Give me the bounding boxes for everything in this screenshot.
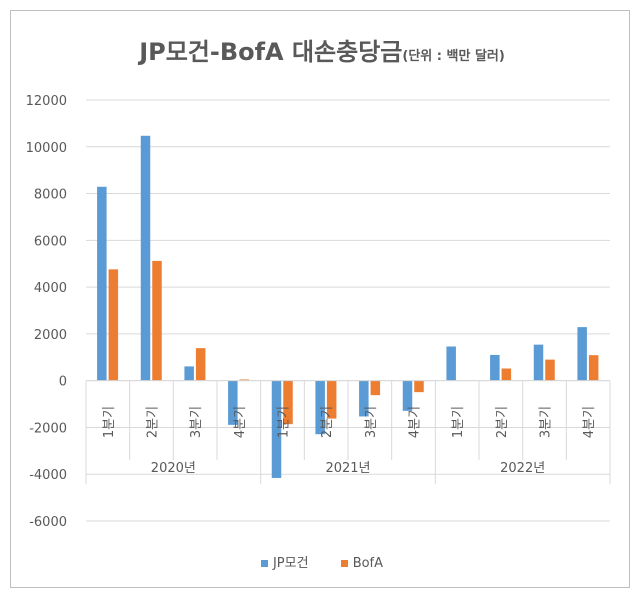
bar-jpmorgan xyxy=(577,327,587,381)
x-tick-label: 1분기 xyxy=(102,406,117,438)
x-tick-label: 2분기 xyxy=(495,406,510,438)
chart-title-main: JP모건-BofA 대손충당금 xyxy=(139,38,403,66)
bar-bofa xyxy=(370,380,381,396)
bar-bofa xyxy=(108,269,119,381)
y-tick-label: 12000 xyxy=(26,94,67,109)
y-tick-label: 8000 xyxy=(34,188,67,203)
bar-jpmorgan xyxy=(490,354,500,381)
bar-bofa xyxy=(545,359,555,381)
chart-title: JP모건-BofA 대손충당금(단위 : 백만 달러) xyxy=(0,32,644,67)
y-tick-label: -2000 xyxy=(29,421,67,436)
legend-swatch-bofa xyxy=(340,560,348,567)
bar-bofa xyxy=(283,380,293,425)
x-tick-label: 3분기 xyxy=(364,406,379,438)
bar-bofa xyxy=(326,380,337,419)
legend: JP모건 BofA xyxy=(0,552,644,571)
y-tick-label: 10000 xyxy=(26,141,67,156)
x-tick-label: 2분기 xyxy=(146,406,161,438)
y-tick-label: 6000 xyxy=(34,234,67,249)
x-tick-label: 4분기 xyxy=(233,406,248,438)
bar-bofa xyxy=(501,368,512,381)
y-tick-label: 0 xyxy=(59,375,67,390)
legend-label-jpmorgan: JP모건 xyxy=(272,556,309,571)
y-tick-label: -4000 xyxy=(29,468,67,483)
x-tick-label: 1분기 xyxy=(451,406,466,438)
bar-bofa xyxy=(195,348,206,381)
y-tick-label: -6000 xyxy=(29,515,67,530)
bar-bofa xyxy=(239,379,250,381)
bar-jpmorgan xyxy=(140,135,151,381)
bar-jpmorgan xyxy=(446,346,456,381)
year-group-label: 2021년 xyxy=(325,461,370,476)
bar-jpmorgan xyxy=(533,344,544,381)
x-tick-label: 4분기 xyxy=(408,406,423,438)
legend-item-jpmorgan: JP모건 xyxy=(260,552,309,571)
x-tick-label: 4분기 xyxy=(582,406,597,438)
y-tick-label: 2000 xyxy=(34,328,67,343)
chart-title-unit: (단위 : 백만 달러) xyxy=(402,49,505,64)
x-tick-label: 3분기 xyxy=(539,406,554,438)
bar-bofa xyxy=(414,380,424,393)
x-tick-label: 3분기 xyxy=(189,406,204,438)
bar-jpmorgan xyxy=(184,366,194,381)
bar-jpmorgan xyxy=(97,186,107,381)
legend-swatch-jpmorgan xyxy=(260,560,268,567)
bar-bofa xyxy=(152,260,162,381)
year-group-label: 2020년 xyxy=(151,461,196,476)
bar-jpmorgan xyxy=(402,380,413,411)
bar-jpmorgan xyxy=(228,380,238,425)
bar-jpmorgan xyxy=(315,380,325,435)
bar-bofa xyxy=(588,355,599,381)
legend-item-bofa: BofA xyxy=(340,556,384,571)
bar-jpmorgan xyxy=(359,380,369,417)
x-tick-label: 1분기 xyxy=(277,406,292,438)
legend-label-bofa: BofA xyxy=(352,556,384,571)
year-group-label: 2022년 xyxy=(500,461,545,476)
x-tick-label: 2분기 xyxy=(320,406,335,438)
bar-jpmorgan xyxy=(271,380,282,478)
y-tick-label: 4000 xyxy=(34,281,67,296)
